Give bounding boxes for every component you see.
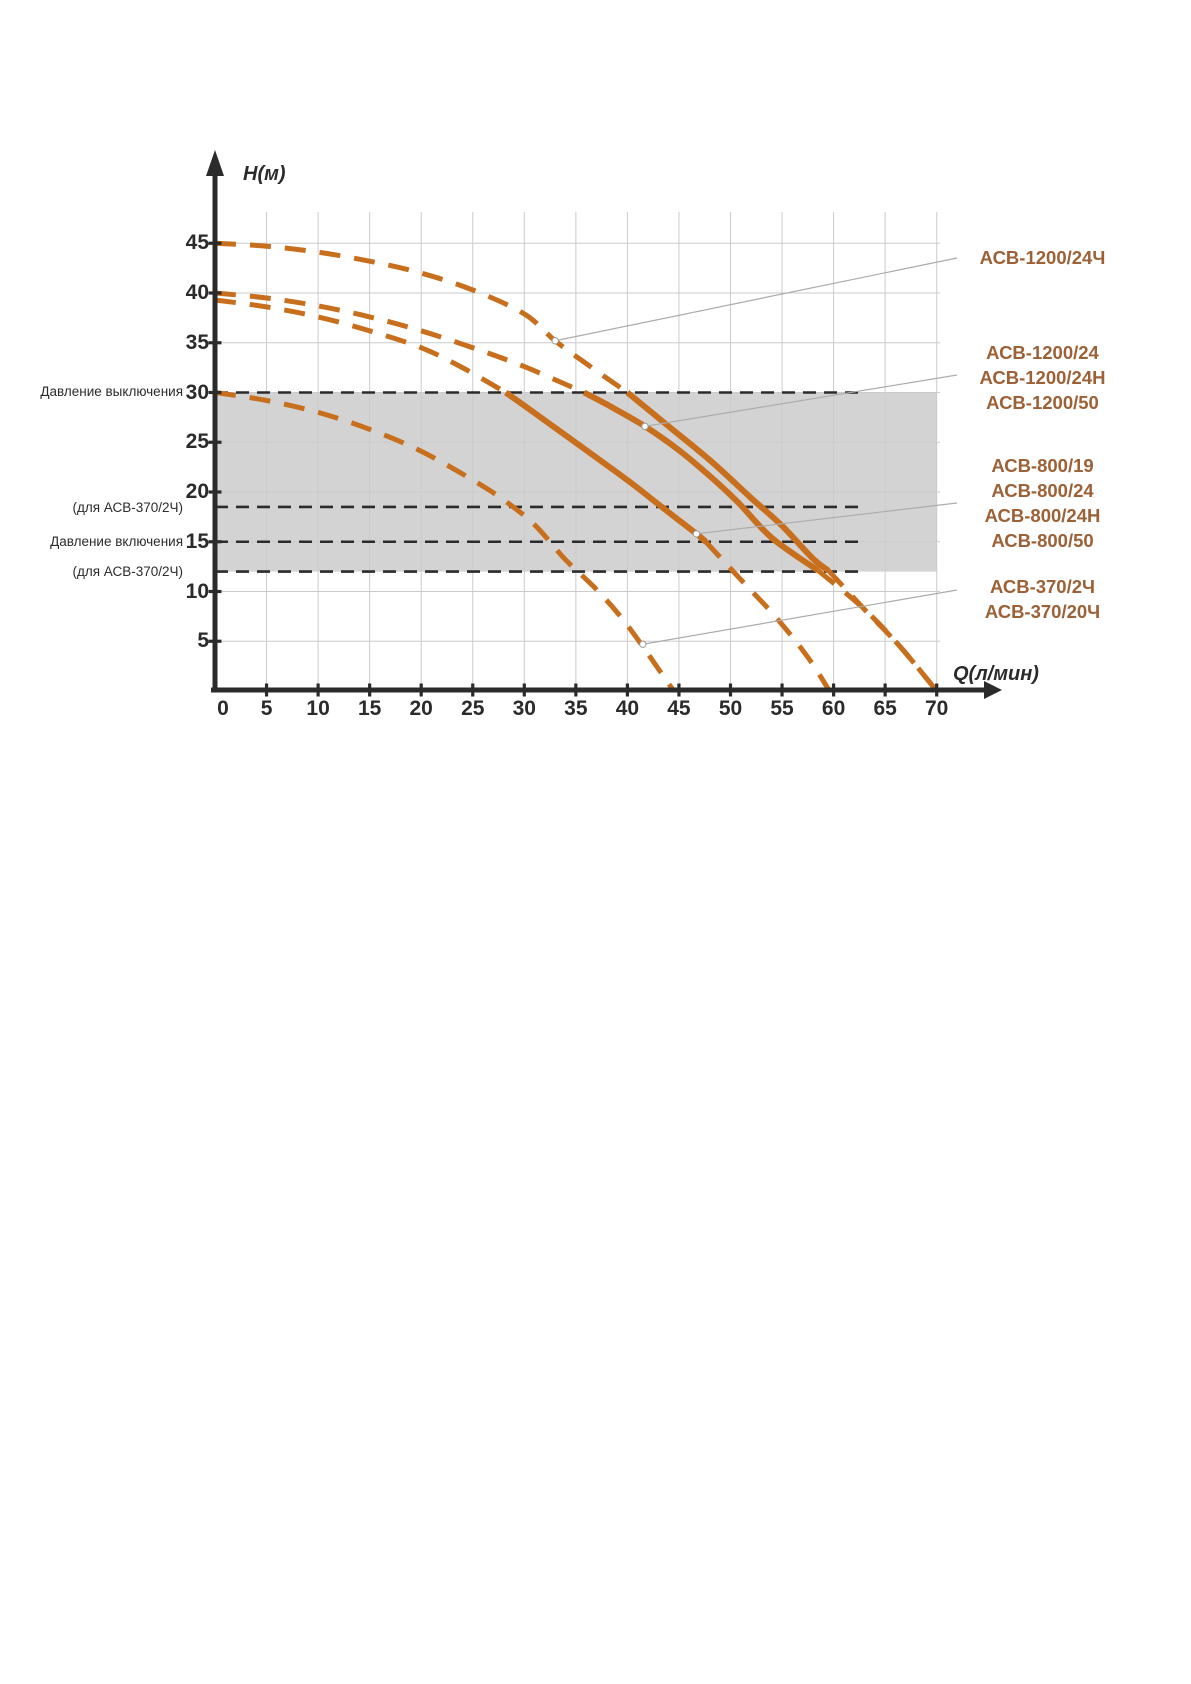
y-tick-label: 40 (185, 281, 209, 304)
pressure-cutin-label: Давление включения (50, 533, 183, 549)
pump-curve-segment (625, 390, 831, 574)
leader-anchor-dot (692, 530, 701, 538)
x-tick-label: 15 (357, 697, 382, 720)
x-tick-label: 25 (461, 697, 485, 720)
x-tick-label: 0 (217, 697, 229, 720)
y-tick-label: 10 (185, 579, 209, 603)
series-label-asv-370-group: АСВ-370/2Ч АСВ-370/20Ч (950, 574, 1135, 624)
x-axis-arrowhead (984, 681, 1002, 699)
leader-line (555, 257, 958, 342)
series-label-asv-800-group: АСВ-800/19 АСВ-800/24 АСВ-800/24Н АСВ-80… (950, 453, 1135, 553)
series-label-line: АСВ-1200/50 (986, 392, 1099, 413)
leader-line (642, 589, 958, 645)
x-tick-label: 50 (718, 697, 743, 720)
leader-anchor-dot (641, 422, 649, 431)
x-tick-label: 20 (409, 697, 433, 720)
y-tick-label: 30 (185, 380, 209, 404)
series-label-line: АСВ-800/24 (991, 480, 1094, 501)
pressure-cutoff-label: Давление выключения (40, 383, 183, 399)
series-label-line: АСВ-800/19 (991, 455, 1094, 476)
pressure-cutin-370-label: (для АСВ-370/2Ч) (72, 563, 183, 579)
y-tick-label: 25 (185, 430, 209, 454)
pump-curve-segment (816, 568, 939, 693)
leader-anchor-dot (551, 337, 559, 345)
pressure-cutoff-370-label: (для АСВ-370/2Ч) (72, 499, 183, 515)
pump-curve-segment (214, 297, 507, 395)
series-label-line: АСВ-1200/24Н (979, 367, 1106, 388)
series-label-line: АСВ-370/2Ч (989, 576, 1096, 597)
y-tick-label: 45 (185, 231, 209, 255)
pump-curve-segment (214, 240, 629, 395)
x-tick-label: 10 (306, 697, 330, 720)
y-axis-arrowhead (206, 150, 224, 176)
y-tick-label: 35 (185, 330, 209, 354)
series-label-line: АСВ-1200/24Ч (979, 247, 1106, 268)
x-tick-label: 45 (667, 697, 691, 720)
y-tick-label: 20 (185, 480, 209, 503)
x-axis-title: Q(л/мин) (953, 663, 1039, 685)
series-label-line: АСВ-1200/24 (986, 342, 1099, 363)
x-tick-label: 35 (564, 697, 588, 720)
leader-line (644, 374, 958, 427)
pump-curve-segment (214, 290, 586, 395)
leader-line (696, 502, 958, 535)
series-label-line: АСВ-800/24Н (984, 505, 1101, 526)
x-tick-label: 55 (770, 697, 794, 720)
x-tick-label: 60 (821, 697, 846, 720)
y-axis-title: H(м) (243, 163, 286, 185)
x-tick-label: 5 (260, 697, 273, 720)
series-label-asv-1200-group: АСВ-1200/24 АСВ-1200/24Н АСВ-1200/50 (950, 340, 1135, 415)
pump-curve-segment (582, 389, 820, 574)
series-label-line: АСВ-370/20Ч (984, 601, 1101, 622)
x-tick-label: 40 (615, 697, 640, 720)
chart-canvas (206, 150, 1002, 699)
y-tick-label: 15 (185, 529, 209, 553)
pump-curve-segment (214, 390, 676, 693)
x-tick-label: 65 (873, 697, 897, 720)
x-tick-label: 30 (512, 697, 536, 720)
series-label-line: АСВ-800/50 (991, 530, 1094, 551)
x-tick-label: 70 (925, 697, 949, 720)
y-tick-label: 5 (197, 629, 209, 653)
leader-anchor-dot (639, 640, 647, 648)
series-label-asv-1200-24ch: АСВ-1200/24Ч (950, 245, 1135, 270)
